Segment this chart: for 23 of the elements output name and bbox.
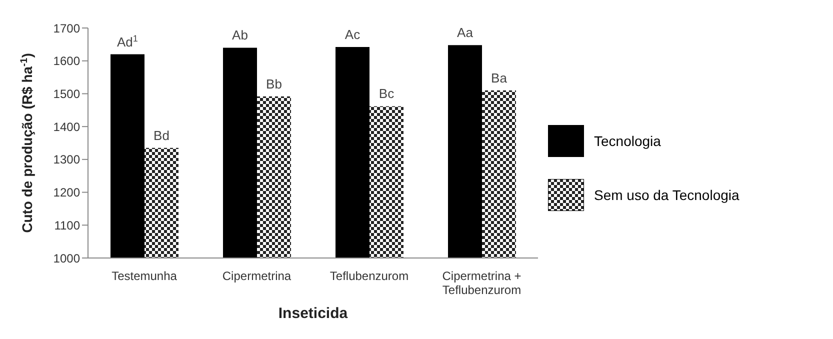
- y-tick-label: 1600: [53, 54, 80, 68]
- annotation: Ba: [491, 70, 508, 86]
- annotation: Bb: [266, 76, 282, 92]
- legend-label: Sem uso da Tecnologia: [594, 187, 740, 203]
- legend-label: Tecnologia: [594, 133, 661, 149]
- annotation: Bc: [378, 86, 395, 102]
- y-tick-label: 1000: [53, 251, 80, 266]
- annotation: Ab: [232, 28, 248, 43]
- annotation: Ac: [344, 27, 361, 42]
- annotation: Bd: [154, 128, 170, 143]
- y-tick-label: 1400: [53, 120, 80, 134]
- y-tick-label: 1500: [53, 86, 80, 101]
- y-tick-label: 1200: [53, 186, 80, 200]
- annotation: Ad$^{1}$: [117, 33, 138, 50]
- x-tick-label: Testemunha: [112, 269, 178, 283]
- x-axis-title: Inseticida: [278, 305, 348, 322]
- y-tick-label: 1300: [53, 152, 80, 167]
- y-tick-label: 1700: [53, 21, 80, 36]
- annotation: Aa: [457, 25, 474, 40]
- x-tick-label: Teflubenzurom: [330, 269, 409, 283]
- x-tick-label: Cipermetrina: [222, 269, 292, 283]
- y-tick-label: 1100: [54, 218, 80, 232]
- x-tick-label: Cipermetrina + Teflubenzurom: [442, 269, 522, 297]
